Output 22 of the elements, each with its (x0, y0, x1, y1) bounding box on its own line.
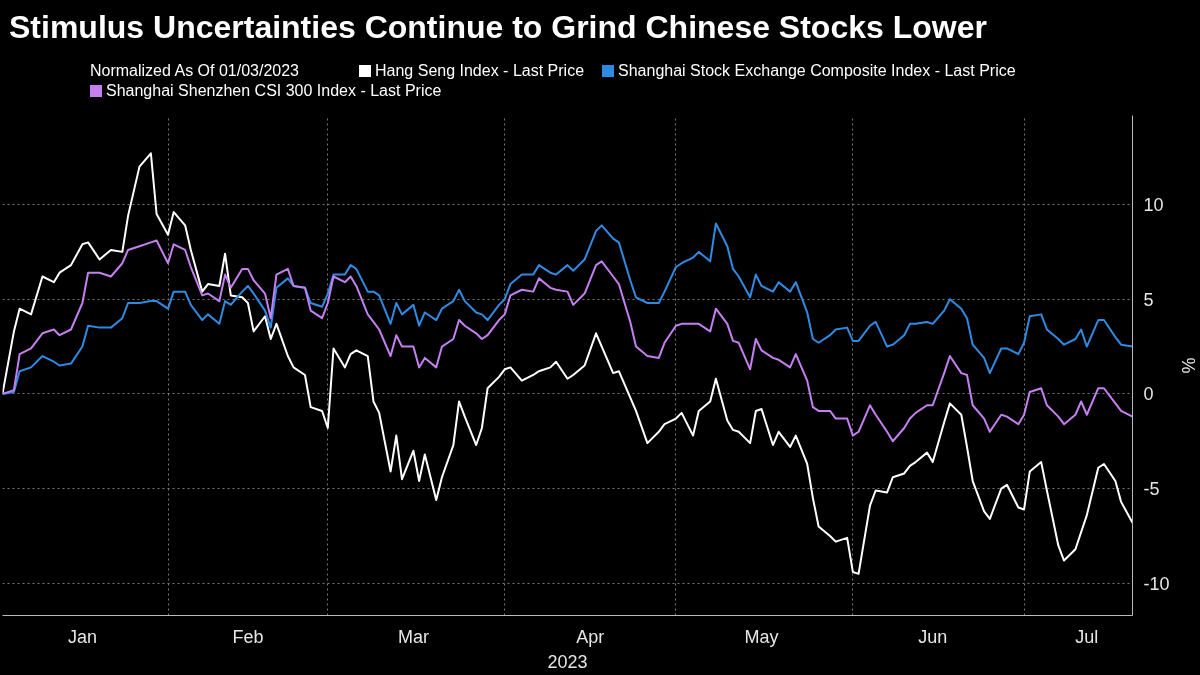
x-tick-label: Apr (576, 626, 605, 647)
y-tick-label: -10 (1143, 573, 1170, 594)
line-series (2, 222, 1133, 395)
x-tick-label: Mar (397, 626, 429, 647)
y-tick-label: 0 (1143, 384, 1154, 405)
line-series (2, 152, 1133, 575)
x-tick-label: Jan (67, 626, 97, 647)
line-series (2, 239, 1133, 443)
x-axis-title: 2023 (547, 651, 588, 672)
x-tick-label: Jul (1075, 626, 1099, 647)
y-axis-title: % (1177, 357, 1198, 374)
legend-label: Shanghai Stock Exchange Composite Index - Last Price (617, 62, 1016, 79)
legend-label: Shanghai Shenzhen CSI 300 Index - Last Price (105, 82, 442, 99)
y-tick-label: -5 (1143, 479, 1160, 500)
legend-label: Hang Seng Index - Last Price (374, 62, 585, 79)
legend-title: Normalized As Of 01/03/2023 (90, 62, 300, 79)
y-tick-label: 10 (1143, 195, 1164, 216)
x-tick-label: Jun (918, 626, 948, 647)
x-tick-label: Feb (232, 626, 264, 647)
y-tick-label: 5 (1143, 289, 1154, 310)
chart-title: Stimulus Uncertainties Continue to Grind Chinese Stocks Lower (9, 8, 987, 47)
x-tick-label: May (744, 626, 779, 647)
